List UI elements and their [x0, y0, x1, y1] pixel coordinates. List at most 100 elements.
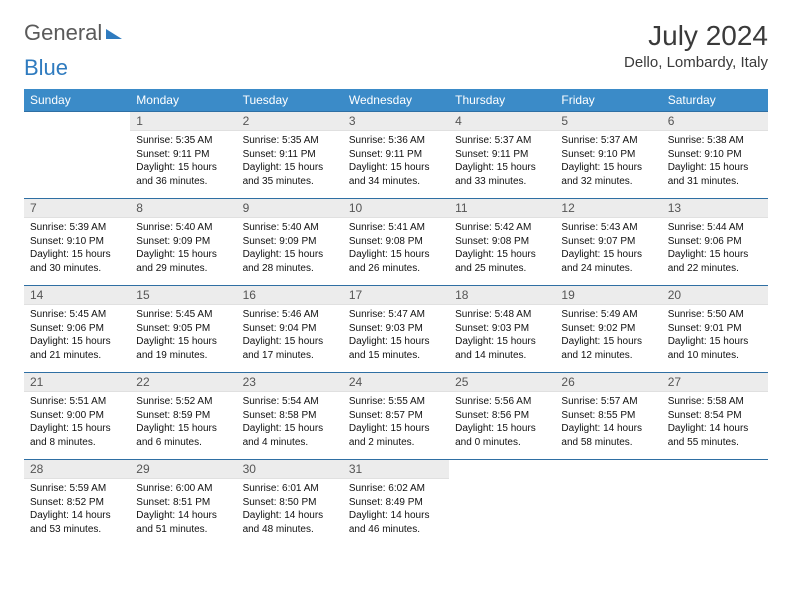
calendar-day-cell: [449, 460, 555, 547]
calendar-day-cell: 24Sunrise: 5:55 AMSunset: 8:57 PMDayligh…: [343, 373, 449, 460]
calendar-week-row: 7Sunrise: 5:39 AMSunset: 9:10 PMDaylight…: [24, 199, 768, 286]
day-body: Sunrise: 5:35 AMSunset: 9:11 PMDaylight:…: [130, 131, 236, 192]
day-number: 14: [24, 286, 130, 305]
day-body: Sunrise: 5:42 AMSunset: 9:08 PMDaylight:…: [449, 218, 555, 279]
day-body: Sunrise: 5:56 AMSunset: 8:56 PMDaylight:…: [449, 392, 555, 453]
day-number: 5: [555, 112, 661, 131]
calendar-day-cell: 31Sunrise: 6:02 AMSunset: 8:49 PMDayligh…: [343, 460, 449, 547]
calendar-day-cell: 2Sunrise: 5:35 AMSunset: 9:11 PMDaylight…: [237, 112, 343, 199]
day-number: 26: [555, 373, 661, 392]
day-body: Sunrise: 5:46 AMSunset: 9:04 PMDaylight:…: [237, 305, 343, 366]
day-body: Sunrise: 5:45 AMSunset: 9:05 PMDaylight:…: [130, 305, 236, 366]
day-number: 15: [130, 286, 236, 305]
day-body: Sunrise: 6:00 AMSunset: 8:51 PMDaylight:…: [130, 479, 236, 540]
calendar-day-cell: 22Sunrise: 5:52 AMSunset: 8:59 PMDayligh…: [130, 373, 236, 460]
calendar-day-cell: 19Sunrise: 5:49 AMSunset: 9:02 PMDayligh…: [555, 286, 661, 373]
calendar-day-cell: 8Sunrise: 5:40 AMSunset: 9:09 PMDaylight…: [130, 199, 236, 286]
calendar-week-row: 14Sunrise: 5:45 AMSunset: 9:06 PMDayligh…: [24, 286, 768, 373]
calendar-day-cell: 25Sunrise: 5:56 AMSunset: 8:56 PMDayligh…: [449, 373, 555, 460]
day-body: Sunrise: 5:39 AMSunset: 9:10 PMDaylight:…: [24, 218, 130, 279]
calendar-day-cell: 7Sunrise: 5:39 AMSunset: 9:10 PMDaylight…: [24, 199, 130, 286]
weekday-header: Saturday: [662, 89, 768, 112]
month-title: July 2024: [624, 20, 768, 52]
day-number: 24: [343, 373, 449, 392]
calendar-day-cell: 20Sunrise: 5:50 AMSunset: 9:01 PMDayligh…: [662, 286, 768, 373]
calendar-day-cell: 17Sunrise: 5:47 AMSunset: 9:03 PMDayligh…: [343, 286, 449, 373]
day-number: 16: [237, 286, 343, 305]
calendar-day-cell: 18Sunrise: 5:48 AMSunset: 9:03 PMDayligh…: [449, 286, 555, 373]
day-body: Sunrise: 5:47 AMSunset: 9:03 PMDaylight:…: [343, 305, 449, 366]
day-body: Sunrise: 5:40 AMSunset: 9:09 PMDaylight:…: [130, 218, 236, 279]
brand-part1: General: [24, 20, 102, 46]
day-number: 9: [237, 199, 343, 218]
day-body: Sunrise: 5:36 AMSunset: 9:11 PMDaylight:…: [343, 131, 449, 192]
calendar-day-cell: 28Sunrise: 5:59 AMSunset: 8:52 PMDayligh…: [24, 460, 130, 547]
calendar-day-cell: 6Sunrise: 5:38 AMSunset: 9:10 PMDaylight…: [662, 112, 768, 199]
day-number: 3: [343, 112, 449, 131]
calendar-day-cell: 30Sunrise: 6:01 AMSunset: 8:50 PMDayligh…: [237, 460, 343, 547]
calendar-table: Sunday Monday Tuesday Wednesday Thursday…: [24, 89, 768, 546]
day-number: 13: [662, 199, 768, 218]
calendar-day-cell: 21Sunrise: 5:51 AMSunset: 9:00 PMDayligh…: [24, 373, 130, 460]
day-number: 8: [130, 199, 236, 218]
day-number: 27: [662, 373, 768, 392]
calendar-day-cell: 1Sunrise: 5:35 AMSunset: 9:11 PMDaylight…: [130, 112, 236, 199]
day-number: 20: [662, 286, 768, 305]
day-number: 12: [555, 199, 661, 218]
day-number: 10: [343, 199, 449, 218]
day-number: 19: [555, 286, 661, 305]
day-body: Sunrise: 5:54 AMSunset: 8:58 PMDaylight:…: [237, 392, 343, 453]
title-block: July 2024 Dello, Lombardy, Italy: [624, 20, 768, 71]
calendar-day-cell: 5Sunrise: 5:37 AMSunset: 9:10 PMDaylight…: [555, 112, 661, 199]
calendar-day-cell: 26Sunrise: 5:57 AMSunset: 8:55 PMDayligh…: [555, 373, 661, 460]
day-body: Sunrise: 5:41 AMSunset: 9:08 PMDaylight:…: [343, 218, 449, 279]
calendar-day-cell: 29Sunrise: 6:00 AMSunset: 8:51 PMDayligh…: [130, 460, 236, 547]
calendar-day-cell: 4Sunrise: 5:37 AMSunset: 9:11 PMDaylight…: [449, 112, 555, 199]
calendar-day-cell: 27Sunrise: 5:58 AMSunset: 8:54 PMDayligh…: [662, 373, 768, 460]
day-number: 2: [237, 112, 343, 131]
calendar-day-cell: 11Sunrise: 5:42 AMSunset: 9:08 PMDayligh…: [449, 199, 555, 286]
day-number: 22: [130, 373, 236, 392]
calendar-week-row: 21Sunrise: 5:51 AMSunset: 9:00 PMDayligh…: [24, 373, 768, 460]
day-body: Sunrise: 5:58 AMSunset: 8:54 PMDaylight:…: [662, 392, 768, 453]
day-number: 29: [130, 460, 236, 479]
day-number: 6: [662, 112, 768, 131]
calendar-day-cell: 13Sunrise: 5:44 AMSunset: 9:06 PMDayligh…: [662, 199, 768, 286]
calendar-day-cell: [555, 460, 661, 547]
calendar-day-cell: [662, 460, 768, 547]
day-number: 18: [449, 286, 555, 305]
day-number: 28: [24, 460, 130, 479]
day-number: 4: [449, 112, 555, 131]
day-body: Sunrise: 5:35 AMSunset: 9:11 PMDaylight:…: [237, 131, 343, 192]
day-body: Sunrise: 5:59 AMSunset: 8:52 PMDaylight:…: [24, 479, 130, 540]
calendar-day-cell: 3Sunrise: 5:36 AMSunset: 9:11 PMDaylight…: [343, 112, 449, 199]
day-body: Sunrise: 5:43 AMSunset: 9:07 PMDaylight:…: [555, 218, 661, 279]
location-text: Dello, Lombardy, Italy: [624, 54, 768, 71]
calendar-day-cell: 23Sunrise: 5:54 AMSunset: 8:58 PMDayligh…: [237, 373, 343, 460]
calendar-day-cell: 10Sunrise: 5:41 AMSunset: 9:08 PMDayligh…: [343, 199, 449, 286]
triangle-icon: [106, 29, 122, 39]
day-body: Sunrise: 5:48 AMSunset: 9:03 PMDaylight:…: [449, 305, 555, 366]
day-body: Sunrise: 5:45 AMSunset: 9:06 PMDaylight:…: [24, 305, 130, 366]
day-body: Sunrise: 5:40 AMSunset: 9:09 PMDaylight:…: [237, 218, 343, 279]
day-body: Sunrise: 5:37 AMSunset: 9:11 PMDaylight:…: [449, 131, 555, 192]
weekday-header: Wednesday: [343, 89, 449, 112]
calendar-week-row: 28Sunrise: 5:59 AMSunset: 8:52 PMDayligh…: [24, 460, 768, 547]
weekday-row: Sunday Monday Tuesday Wednesday Thursday…: [24, 89, 768, 112]
day-body: Sunrise: 5:50 AMSunset: 9:01 PMDaylight:…: [662, 305, 768, 366]
day-number: 1: [130, 112, 236, 131]
day-number: 30: [237, 460, 343, 479]
day-body: Sunrise: 5:38 AMSunset: 9:10 PMDaylight:…: [662, 131, 768, 192]
day-number: 11: [449, 199, 555, 218]
calendar-day-cell: 12Sunrise: 5:43 AMSunset: 9:07 PMDayligh…: [555, 199, 661, 286]
brand-logo: General: [24, 20, 124, 46]
day-body: Sunrise: 5:37 AMSunset: 9:10 PMDaylight:…: [555, 131, 661, 192]
day-body: Sunrise: 6:02 AMSunset: 8:49 PMDaylight:…: [343, 479, 449, 540]
calendar-day-cell: 16Sunrise: 5:46 AMSunset: 9:04 PMDayligh…: [237, 286, 343, 373]
day-number: 25: [449, 373, 555, 392]
calendar-day-cell: 14Sunrise: 5:45 AMSunset: 9:06 PMDayligh…: [24, 286, 130, 373]
weekday-header: Thursday: [449, 89, 555, 112]
day-number: 23: [237, 373, 343, 392]
weekday-header: Monday: [130, 89, 236, 112]
day-number: 31: [343, 460, 449, 479]
